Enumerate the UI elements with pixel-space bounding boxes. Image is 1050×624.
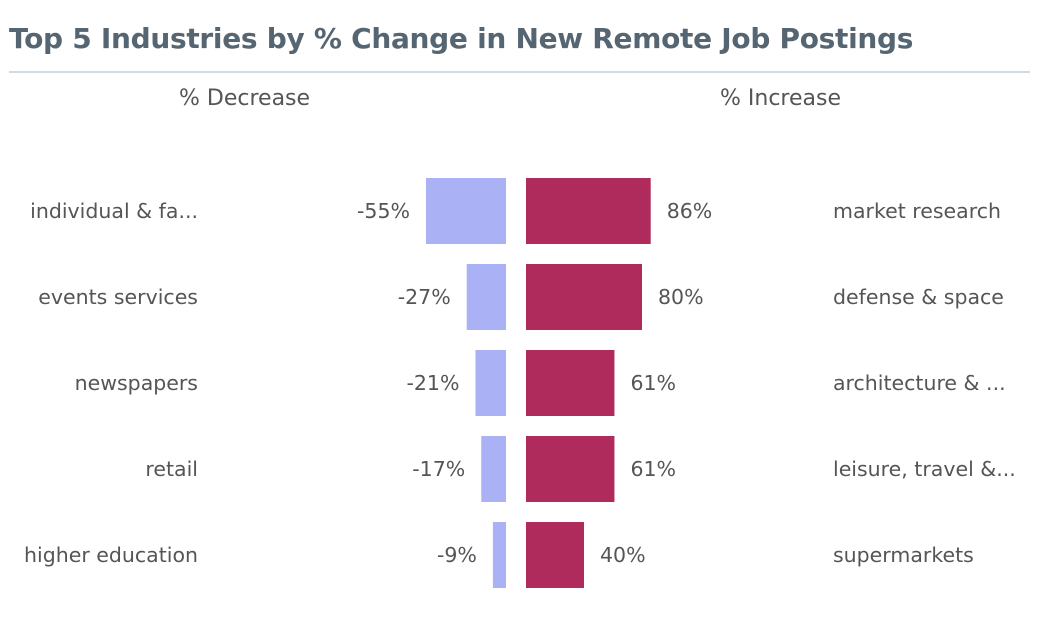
increase-bar [526, 436, 615, 502]
increase-bar [526, 264, 642, 330]
increase-category-label: leisure, travel &... [833, 457, 1016, 481]
increase-value-label: 80% [658, 285, 704, 309]
increase-category-label: architecture & ... [833, 371, 1006, 395]
increase-bar [526, 178, 651, 244]
title-divider [9, 71, 1030, 73]
decrease-bar [425, 178, 506, 244]
increase-bar [526, 522, 584, 588]
decrease-category-label: higher education [24, 543, 198, 567]
decrease-category-label: newspapers [75, 371, 198, 395]
decrease-category-label: individual & fa... [30, 199, 198, 223]
increase-category-label: defense & space [833, 285, 1004, 309]
decrease-value-label: -21% [406, 371, 459, 395]
decrease-bar [466, 264, 506, 330]
increase-category-label: market research [833, 199, 1001, 223]
decrease-header: % Decrease [179, 86, 311, 111]
decrease-bar [481, 436, 506, 502]
decrease-value-label: -17% [412, 457, 465, 481]
decrease-bar [475, 350, 506, 416]
increase-category-label: supermarkets [833, 543, 974, 567]
decrease-value-label: -55% [357, 199, 410, 223]
increase-value-label: 86% [667, 199, 713, 223]
decrease-value-label: -27% [398, 285, 451, 309]
increase-bar [526, 350, 615, 416]
increase-header: % Increase [720, 86, 841, 111]
decrease-value-label: -9% [437, 543, 477, 567]
decrease-category-label: events services [38, 285, 198, 309]
decrease-category-label: retail [145, 457, 198, 481]
increase-value-label: 61% [630, 457, 676, 481]
decrease-bar [492, 522, 506, 588]
chart-title: Top 5 Industries by % Change in New Remo… [9, 22, 914, 55]
increase-value-label: 61% [630, 371, 676, 395]
increase-value-label: 40% [600, 543, 646, 567]
